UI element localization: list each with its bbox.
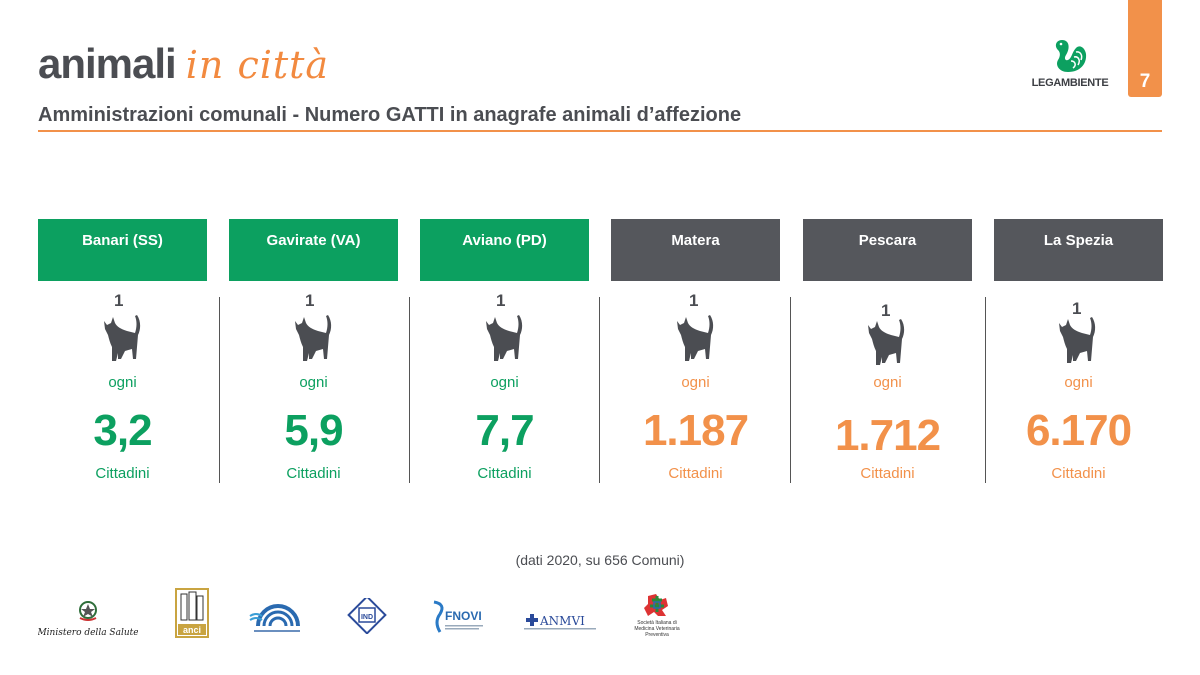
anci-logo: anci bbox=[175, 588, 209, 638]
swan-icon bbox=[1055, 40, 1087, 72]
cat-icon bbox=[295, 315, 332, 361]
data-source-note: (dati 2020, su 656 Comuni) bbox=[515, 552, 685, 568]
brand-name: LEGAMBIENTE bbox=[1031, 77, 1109, 89]
ministero-salute-logo: Ministero della Salute bbox=[36, 598, 139, 640]
citizens-label: Cittadini bbox=[860, 465, 915, 482]
logo-animali: animali bbox=[38, 40, 177, 87]
fnovi-icon: FNOVI bbox=[433, 600, 483, 633]
ogni-label: ogni bbox=[490, 374, 519, 391]
simevep-logo: Società Italiana di Medicina Veterinaria… bbox=[632, 592, 682, 640]
city-header: Pescara bbox=[803, 219, 972, 281]
citizens-label: Cittadini bbox=[477, 465, 532, 482]
city-header: Gavirate (VA) bbox=[229, 219, 398, 281]
citizens-value: 6.170 bbox=[1025, 406, 1132, 455]
cat-icon bbox=[486, 315, 523, 361]
page-number-tab: 7 bbox=[1128, 0, 1162, 97]
city-column-la-spezia: La Spezia 1 ogni 6.170 Cittadini bbox=[994, 219, 1163, 482]
legambiente-logo: LEGAMBIENTE bbox=[1024, 36, 1116, 89]
anmvi-logo: ANMVI bbox=[522, 612, 598, 632]
ogni-label: ogni bbox=[299, 374, 328, 391]
cat-icon bbox=[677, 315, 714, 361]
svg-text:anci: anci bbox=[183, 625, 201, 635]
city-header: Matera bbox=[611, 219, 780, 281]
cat-icon bbox=[1059, 317, 1096, 363]
fnovi-logo: FNOVI bbox=[430, 600, 486, 638]
city-column-banari: Banari (SS) 1 ogni 3,2 Cittadini bbox=[38, 219, 207, 482]
citizens-label: Cittadini bbox=[95, 465, 150, 482]
logo-in-citta: in città bbox=[185, 43, 330, 87]
column-divider bbox=[409, 297, 410, 483]
svg-text:ANMVI: ANMVI bbox=[539, 614, 585, 628]
svg-text:Ministero della Salute: Ministero della Salute bbox=[38, 628, 138, 638]
svg-text:Preventiva: Preventiva bbox=[645, 632, 669, 638]
citizens-label: Cittadini bbox=[668, 465, 723, 482]
ogni-label: ogni bbox=[681, 374, 710, 391]
svg-text:IND: IND bbox=[361, 614, 373, 621]
citizens-label: Cittadini bbox=[1051, 465, 1106, 482]
city-column-gavirate: Gavirate (VA) 1 ogni 5,9 Cittadini bbox=[229, 219, 398, 482]
column-divider bbox=[985, 297, 986, 483]
svg-text:FNOVI: FNOVI bbox=[445, 609, 482, 623]
citizens-value: 5,9 bbox=[284, 406, 343, 455]
column-divider bbox=[599, 297, 600, 483]
anmvi-icon: ANMVI bbox=[524, 614, 596, 630]
page-number: 7 bbox=[1139, 71, 1151, 92]
cat-icon bbox=[868, 319, 905, 365]
cat-count: 1 bbox=[496, 291, 506, 310]
ogni-label: ogni bbox=[1064, 374, 1093, 391]
cat-count: 1 bbox=[689, 291, 699, 310]
conferenza-regioni-logo bbox=[248, 602, 306, 634]
citizens-label: Cittadini bbox=[286, 465, 341, 482]
cat-count: 1 bbox=[305, 291, 315, 310]
city-header: Aviano (PD) bbox=[420, 219, 589, 281]
simevep-icon: Società Italiana di Medicina Veterinaria… bbox=[634, 594, 680, 638]
city-column-aviano: Aviano (PD) 1 ogni 7,7 Cittadini bbox=[420, 219, 589, 482]
anci-icon: anci bbox=[175, 588, 209, 638]
page-title: Amministrazioni comunali - Numero GATTI … bbox=[38, 104, 742, 126]
column-divider bbox=[219, 297, 220, 483]
citizens-value: 7,7 bbox=[475, 406, 534, 455]
ogni-label: ogni bbox=[873, 374, 902, 391]
partner-logos: Ministero della Salute anci IND bbox=[0, 588, 1200, 640]
cat-count: 1 bbox=[114, 291, 124, 310]
citizens-value: 3,2 bbox=[93, 406, 152, 455]
city-header: Banari (SS) bbox=[38, 219, 207, 281]
cat-icon bbox=[104, 315, 141, 361]
svg-text:Medicina Veterinaria: Medicina Veterinaria bbox=[634, 626, 680, 632]
emblem-icon: Ministero della Salute bbox=[36, 601, 139, 638]
column-divider bbox=[790, 297, 791, 483]
city-header: La Spezia bbox=[994, 219, 1163, 281]
city-column-matera: Matera 1 ogni 1.187 Cittadini bbox=[611, 219, 780, 482]
anmvi-emblem-logo: IND bbox=[342, 595, 392, 635]
city-column-pescara: Pescara 1 ogni 1.712 Cittadini bbox=[803, 219, 972, 482]
cat-count: 1 bbox=[881, 301, 891, 320]
cat-count: 1 bbox=[1072, 299, 1082, 318]
arcs-icon bbox=[249, 604, 300, 632]
animali-in-citta-logo: animali in città bbox=[38, 40, 329, 92]
title-underline bbox=[38, 130, 1162, 132]
shield-emblem-icon: IND bbox=[347, 595, 387, 635]
ogni-label: ogni bbox=[108, 374, 137, 391]
citizens-value: 1.712 bbox=[834, 411, 941, 460]
citizens-value: 1.187 bbox=[642, 406, 749, 455]
svg-text:Società Italiana di: Società Italiana di bbox=[637, 620, 676, 626]
